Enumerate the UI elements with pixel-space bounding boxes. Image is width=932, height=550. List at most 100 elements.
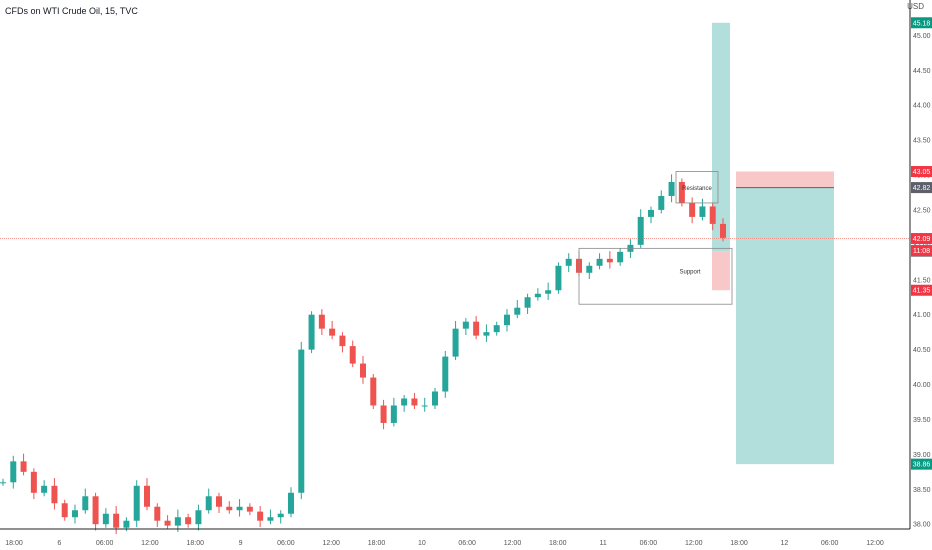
x-tick-label: 06:00 — [458, 540, 476, 547]
candle-body — [195, 510, 202, 525]
resistance-box — [675, 171, 719, 204]
candle-body — [452, 328, 459, 357]
positions-layer — [712, 22, 834, 465]
candle-body — [257, 511, 264, 521]
candle-body — [555, 265, 562, 291]
x-tick-label: 06:00 — [821, 540, 839, 547]
x-tick-label: 12:00 — [322, 540, 340, 547]
x-tick-label: 18:00 — [368, 540, 386, 547]
x-tick-label: 6 — [57, 540, 61, 547]
candle-body — [699, 206, 706, 217]
short-target-zone — [736, 187, 834, 465]
candle-body — [339, 335, 346, 347]
candle-body — [401, 398, 408, 406]
candle-body — [226, 506, 233, 511]
candle-body — [92, 496, 99, 525]
candles-layer — [0, 174, 726, 534]
candle-body — [658, 195, 665, 210]
candle-body — [133, 485, 140, 521]
candle-body — [390, 405, 397, 423]
candle-body — [205, 496, 212, 511]
candle-body — [154, 506, 161, 521]
support-box — [578, 247, 733, 305]
x-tick-label: 06:00 — [96, 540, 114, 547]
y-tick-label: 38.00 — [913, 522, 931, 529]
price-badge-label: 45.18 — [913, 20, 931, 27]
candle-body — [144, 485, 150, 507]
candle-body — [493, 325, 500, 333]
candle-body — [534, 293, 541, 298]
candle-body — [185, 517, 192, 525]
candle-body — [41, 485, 48, 493]
candle-body — [51, 485, 58, 504]
x-tick-label: 06:00 — [277, 540, 295, 547]
candle-body — [637, 216, 644, 245]
candle-body — [0, 482, 6, 484]
y-tick-label: 45.00 — [913, 33, 931, 40]
candle-body — [596, 258, 603, 266]
candle-body — [432, 391, 438, 406]
candle-body — [308, 314, 315, 350]
price-badge — [911, 233, 932, 245]
candle-body — [411, 398, 418, 406]
candle-body — [20, 461, 27, 472]
candle-body — [10, 461, 17, 483]
resistance-label: Resistance — [682, 186, 712, 192]
x-tick-label: 10 — [418, 540, 426, 547]
y-tick-label: 43.50 — [913, 138, 931, 145]
candle-body — [421, 405, 428, 407]
candle-body — [102, 513, 109, 525]
candle-body — [720, 223, 726, 238]
candle-body — [329, 328, 336, 336]
candle-body — [298, 349, 305, 493]
y-tick-label: 44.50 — [913, 68, 931, 75]
countdown-label: 11:08 — [913, 248, 930, 255]
candle-body — [61, 503, 68, 518]
candle-body — [380, 405, 387, 423]
candle-body — [473, 321, 480, 336]
candle-body — [267, 517, 274, 521]
price-badge — [911, 17, 932, 29]
x-tick-label: 06:00 — [640, 540, 658, 547]
price-badge-label: 42.82 — [913, 185, 931, 192]
candle-body — [216, 496, 222, 507]
y-tick-label: 39.00 — [913, 452, 931, 459]
candle-body — [277, 513, 284, 518]
candle-body — [504, 314, 510, 326]
support-label: Support — [679, 269, 700, 275]
candle-body — [483, 332, 490, 336]
candle-body — [648, 209, 654, 217]
y-tick-label: 41.00 — [913, 312, 931, 319]
long-stop-zone — [712, 251, 730, 291]
candle-body — [668, 181, 675, 196]
chart-title: CFDs on WTI Crude Oil, 15, TVC — [5, 6, 138, 16]
long-target-zone — [712, 22, 730, 252]
y-tick-label: 40.50 — [913, 347, 931, 354]
currency-label: USD — [907, 2, 924, 11]
x-tick-label: 11 — [599, 540, 606, 547]
y-tick-label: 41.50 — [913, 277, 931, 284]
candle-body — [514, 307, 521, 315]
y-tick-label: 38.50 — [913, 487, 931, 494]
candle-body — [72, 510, 78, 518]
candle-body — [586, 265, 593, 273]
price-badge-label: 42.09 — [913, 236, 931, 243]
short-stop-zone — [736, 171, 834, 188]
price-badge — [911, 182, 932, 194]
y-tick-label: 42.50 — [913, 207, 931, 214]
candle-body — [617, 251, 624, 263]
candle-body — [246, 506, 253, 512]
candle-body — [689, 202, 696, 217]
candle-body — [709, 206, 716, 224]
x-tick-label: 9 — [239, 540, 243, 547]
candle-body — [30, 471, 37, 493]
candle-body — [360, 363, 366, 378]
x-tick-label: 12:00 — [866, 540, 884, 547]
x-tick-label: 12 — [780, 540, 788, 547]
x-tick-label: 18:00 — [730, 540, 748, 547]
price-badge — [911, 284, 932, 296]
y-tick-label: 39.50 — [913, 417, 931, 424]
candle-body — [288, 492, 294, 514]
